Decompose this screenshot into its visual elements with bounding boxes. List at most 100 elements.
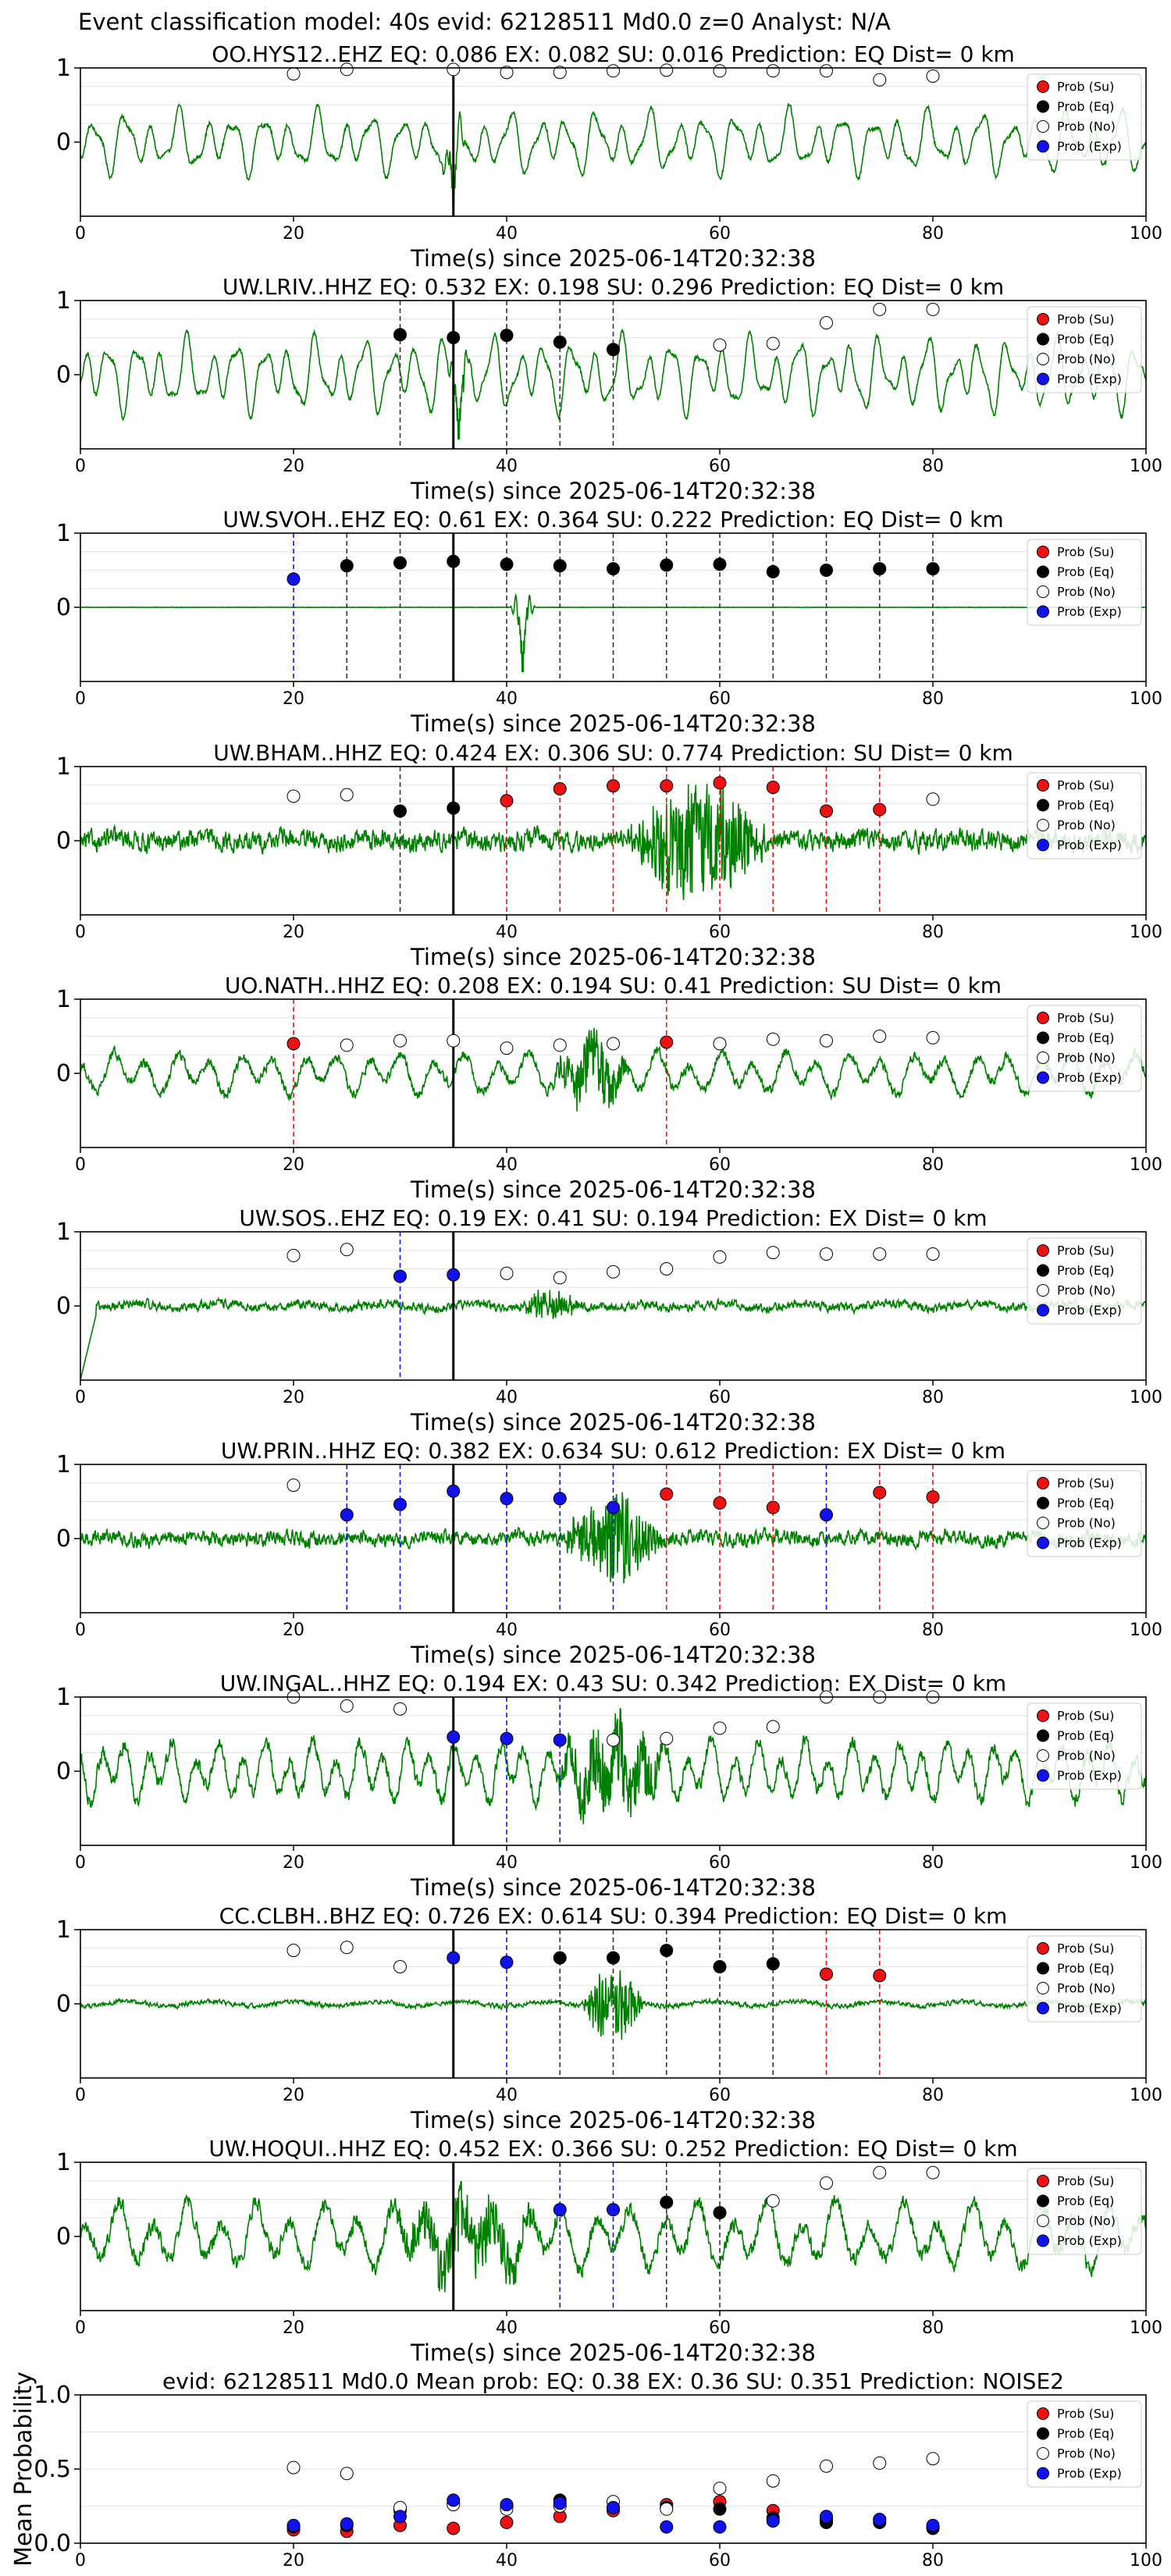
legend-box (1027, 1470, 1142, 1557)
x-tick-label: 0 (75, 1388, 86, 1407)
legend-box (1027, 1005, 1142, 1092)
legend-box (1027, 1703, 1142, 1790)
x-tick-label: 100 (1130, 923, 1162, 942)
prob-point-no (926, 1030, 940, 1044)
x-tick-label: 60 (709, 457, 731, 476)
y-tick-label: 0 (56, 1060, 71, 1087)
legend-label-no: Prob (No) (1057, 2446, 1116, 2461)
legend-label-no: Prob (No) (1057, 352, 1116, 367)
prob-point-eq (820, 564, 833, 577)
prob-point-eq (393, 804, 407, 818)
legend-marker-exp (1037, 1304, 1049, 1317)
panel-title: UW.BHAM..HHZ EQ: 0.424 EX: 0.306 SU: 0.7… (213, 740, 1013, 766)
panel-mean: evid: 62128511 Md0.0 Mean prob: EQ: 0.38… (10, 2368, 1162, 2571)
prob-point-no (500, 66, 514, 80)
panel-uo-nath-hhz: UO.NATH..HHZ EQ: 0.208 EX: 0.194 SU: 0.4… (56, 973, 1162, 1203)
prob-point-su (873, 802, 887, 817)
legend-marker-no (1037, 1284, 1049, 1297)
prob-point-no (340, 1243, 354, 1257)
legend-label-su: Prob (Su) (1057, 312, 1114, 327)
prob-point-eq (553, 559, 567, 573)
legend-label-exp: Prob (Exp) (1057, 2466, 1122, 2481)
prob-point-no (340, 1699, 354, 1713)
y-tick-label: 1 (56, 2149, 71, 2176)
y-tick-label: 0 (56, 1991, 71, 2018)
x-tick-label: 60 (709, 1621, 731, 1640)
x-axis-label: Time(s) since 2025-06-14T20:32:38 (410, 1409, 816, 1436)
legend-label-exp: Prob (Exp) (1057, 604, 1122, 619)
legend-marker-no (1037, 120, 1049, 133)
waveform-trace (80, 1290, 1147, 1381)
prob-point-su (713, 776, 727, 790)
prob-point-no (393, 1034, 407, 1048)
prob-point-no (660, 1731, 674, 1745)
legend-label-eq: Prob (Eq) (1057, 798, 1114, 813)
prob-point-eq (553, 1951, 567, 1965)
prob-point-no (926, 302, 940, 316)
axes-frame (80, 998, 1147, 1148)
legend-marker-eq (1037, 2194, 1049, 2208)
x-tick-label: 40 (496, 457, 518, 476)
prob-point-no (766, 1246, 780, 1260)
prob-point-exp (393, 1497, 407, 1511)
y-tick-label: 1 (56, 1916, 71, 1944)
x-tick-label: 100 (1130, 1388, 1162, 1407)
x-tick-label: 60 (709, 2086, 731, 2105)
legend-label-no: Prob (No) (1057, 1283, 1116, 1298)
legend-label-eq: Prob (Eq) (1057, 1728, 1114, 1743)
x-tick-label: 20 (283, 224, 304, 244)
x-axis-label: Time(s) since 2025-06-14T20:32:38 (410, 478, 816, 504)
prob-point-no (287, 1248, 301, 1262)
prob-point-eq (340, 559, 354, 573)
prob-point-eq (766, 564, 780, 578)
legend-marker-su (1037, 1942, 1049, 1955)
prob-point-exp (607, 1500, 620, 1514)
prob-point-no (287, 67, 301, 81)
x-axis-label: Time(s) since 2025-06-14T20:32:38 (410, 1176, 816, 1203)
prob-point-eq (607, 1951, 620, 1965)
panel-title: UW.INGAL..HHZ EQ: 0.194 EX: 0.43 SU: 0.3… (220, 1670, 1006, 1696)
mean-point-exp (607, 2500, 620, 2514)
prob-point-eq (607, 562, 620, 576)
prob-point-eq (393, 556, 407, 570)
x-tick-label: 80 (922, 689, 944, 709)
x-tick-label: 40 (496, 689, 518, 709)
prob-point-su (660, 779, 674, 793)
legend-marker-no (1037, 1051, 1049, 1064)
x-tick-label: 40 (496, 1388, 518, 1407)
x-tick-label: 40 (496, 1853, 518, 1873)
legend-marker-exp (1037, 2467, 1049, 2480)
x-tick-label: 0 (75, 2551, 86, 2571)
prob-point-eq (607, 343, 620, 357)
axes-frame (80, 1464, 1147, 1614)
prob-point-su (926, 1490, 940, 1504)
waveform-trace (80, 102, 1147, 208)
x-tick-label: 80 (922, 923, 944, 942)
prob-point-no (340, 788, 354, 802)
legend-label-eq: Prob (Eq) (1057, 99, 1114, 114)
legend-marker-eq (1037, 100, 1049, 113)
legend-box (1027, 2168, 1142, 2255)
x-tick-label: 0 (75, 2086, 86, 2105)
prob-point-eq (500, 557, 514, 571)
legend-label-su: Prob (Su) (1057, 1476, 1114, 1491)
prob-point-su (713, 1496, 727, 1510)
legend-marker-su (1037, 2175, 1049, 2187)
legend-label-exp: Prob (Exp) (1057, 1070, 1122, 1085)
mean-point-exp (393, 2510, 407, 2524)
panel-title: OO.HYS12..EHZ EQ: 0.086 EX: 0.082 SU: 0.… (212, 41, 1015, 67)
x-tick-label: 20 (283, 689, 304, 709)
axes-frame (80, 2394, 1147, 2544)
prob-point-su (820, 804, 833, 818)
y-tick-label: 0.0 (34, 2530, 71, 2557)
legend-marker-eq (1037, 1962, 1049, 1975)
prob-point-no (873, 1030, 887, 1043)
prob-point-eq (713, 1960, 727, 1973)
x-tick-label: 0 (75, 689, 86, 709)
panel-title: UW.PRIN..HHZ EQ: 0.382 EX: 0.634 SU: 0.6… (221, 1438, 1005, 1464)
x-tick-label: 0 (75, 1155, 86, 1175)
legend-marker-no (1037, 1517, 1049, 1529)
prob-point-exp (820, 1508, 833, 1522)
x-tick-label: 100 (1130, 1155, 1162, 1175)
prob-point-no (287, 789, 301, 803)
